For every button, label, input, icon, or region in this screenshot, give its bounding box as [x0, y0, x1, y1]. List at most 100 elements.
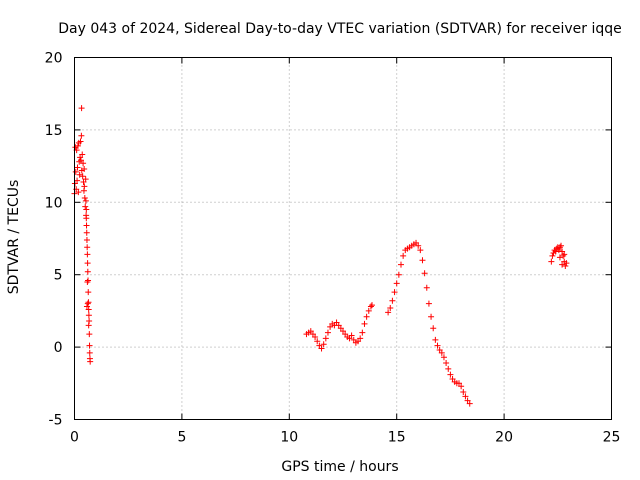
data-point [419, 257, 426, 264]
data-point [440, 354, 447, 361]
data-point [558, 242, 565, 249]
data-point [83, 215, 90, 222]
data-point [563, 260, 570, 267]
x-tick-label: 0 [70, 430, 79, 446]
data-point [560, 252, 567, 259]
y-tick-label: 10 [45, 195, 63, 211]
data-point [83, 303, 90, 310]
data-point [83, 222, 90, 229]
x-axis-label: GPS time / hours [281, 459, 398, 475]
y-tick-label: 15 [45, 123, 63, 139]
data-point [82, 203, 89, 210]
data-point [85, 277, 92, 284]
data-point [434, 342, 441, 349]
data-point [81, 165, 88, 172]
data-point [443, 360, 450, 367]
data-point [77, 138, 84, 145]
data-point [387, 305, 394, 312]
data-point [320, 341, 327, 348]
x-tick-label: 25 [603, 430, 621, 446]
data-point [417, 247, 424, 254]
y-axis-label: SDTVAR / TECUs [6, 180, 22, 295]
data-point [84, 268, 91, 275]
data-point [74, 177, 81, 184]
plot-frame [74, 57, 612, 420]
data-point [82, 176, 89, 183]
data-point [548, 258, 555, 265]
data-point [83, 206, 90, 213]
data-point [78, 105, 85, 112]
y-tick-label: -5 [49, 413, 63, 429]
data-point [84, 244, 91, 251]
data-point [432, 336, 439, 343]
data-point [75, 189, 82, 196]
y-tick-label: 20 [45, 51, 63, 67]
data-point [363, 313, 370, 320]
data-point [86, 331, 93, 338]
data-point [393, 280, 400, 287]
data-point [462, 393, 469, 400]
data-point [78, 132, 85, 139]
data-point [81, 183, 88, 190]
data-point [86, 342, 93, 349]
data-point [460, 388, 467, 395]
x-tick-label: 5 [177, 430, 186, 446]
data-point [430, 325, 437, 332]
data-point [84, 278, 91, 285]
data-point [458, 383, 465, 390]
data-point [552, 248, 559, 255]
x-tick-label: 20 [495, 430, 513, 446]
x-tick-label: 10 [280, 430, 298, 446]
data-point [324, 329, 331, 336]
data-point [425, 300, 432, 307]
data-point [365, 307, 372, 314]
data-point [81, 194, 88, 201]
data-point [84, 300, 91, 307]
data-point [559, 261, 566, 268]
data-point [466, 400, 473, 407]
data-point [447, 371, 454, 378]
data-point [72, 144, 79, 151]
data-point [87, 358, 94, 365]
data-point [367, 303, 374, 310]
data-point [85, 322, 92, 329]
y-tick-label: 5 [54, 268, 63, 284]
data-point [84, 260, 91, 267]
data-points [71, 105, 570, 407]
data-point [348, 332, 355, 339]
x-tick-label: 15 [388, 430, 406, 446]
data-point [549, 252, 556, 259]
data-point [445, 365, 452, 372]
data-point [79, 173, 86, 180]
data-point [415, 242, 422, 249]
data-point [555, 247, 562, 254]
data-point [74, 164, 81, 171]
data-point [85, 299, 92, 306]
axis-ticks: 0 5 10 15 20 25 -5 0 5 10 15 20 [45, 51, 621, 446]
chart-title: Day 043 of 2024, Sidereal Day-to-day VTE… [58, 21, 622, 37]
data-point [357, 335, 364, 342]
data-point [318, 345, 325, 352]
data-point [314, 338, 321, 345]
data-point [84, 251, 91, 258]
data-point [322, 335, 329, 342]
data-point [421, 270, 428, 277]
data-point [72, 168, 79, 175]
data-point [76, 171, 83, 178]
data-point [83, 236, 90, 243]
data-point [389, 297, 396, 304]
data-point [556, 254, 563, 261]
data-point [368, 302, 375, 309]
data-point [438, 349, 445, 356]
data-point [359, 329, 366, 336]
data-point [83, 229, 90, 236]
data-point [385, 309, 392, 316]
data-point [561, 251, 568, 258]
grid-lines [74, 57, 612, 420]
data-point [556, 244, 563, 251]
data-point [361, 320, 368, 327]
data-point [312, 333, 319, 340]
data-point [82, 197, 89, 204]
